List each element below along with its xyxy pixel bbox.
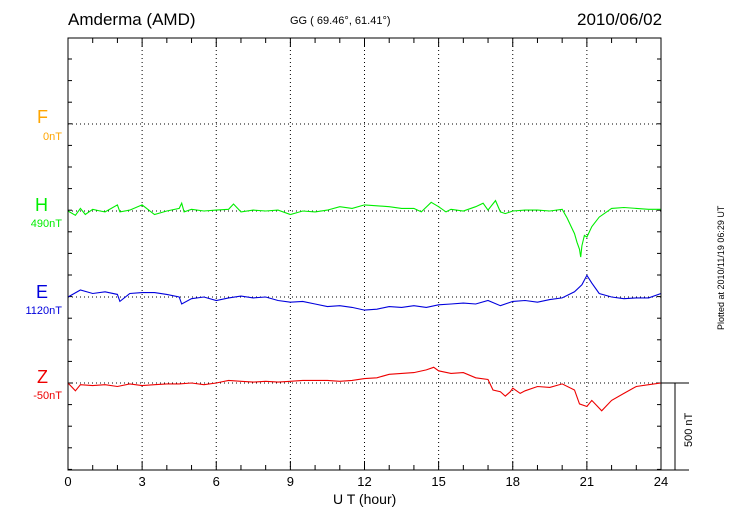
plot-frame (67, 37, 662, 471)
x-tick-label: 21 (580, 474, 594, 489)
series-label-e: E (35, 282, 48, 302)
series-line-h (67, 199, 661, 258)
date-label: 2010/06/02 (577, 10, 663, 29)
series-line-e (67, 274, 662, 311)
x-tick-label: 15 (431, 474, 445, 489)
x-tick-labels: 0 3 6 9 12 15 18 21 24 (64, 474, 668, 489)
series-label-f: F (37, 107, 48, 127)
baseline-label-h: 490nT (30, 218, 62, 230)
x-tick-label: 9 (287, 474, 294, 489)
baseline-label-z: -50nT (33, 390, 62, 402)
geographic-coordinates: GG ( 69.46°, 61.41°) (290, 15, 391, 27)
grid-lines (68, 38, 661, 470)
x-tick-label: 3 (139, 474, 146, 489)
x-axis-label: U T (hour) (333, 491, 397, 507)
series-line-z (67, 366, 662, 412)
minor-ticks (68, 38, 661, 470)
series-label-z: Z (37, 367, 48, 387)
baseline-label-e: 1120nT (25, 305, 63, 317)
x-tick-label: 24 (654, 474, 668, 489)
x-tick-label: 18 (506, 474, 520, 489)
x-tick-label: 0 (64, 474, 71, 489)
series-label-h: H (35, 195, 48, 215)
station-title: Amderma (AMD) (68, 10, 196, 29)
plotted-timestamp: Plotted at 2010/11/19 06:29 UT (716, 205, 726, 330)
scale-bar-label: 500 nT (683, 412, 695, 447)
series-lines (67, 199, 662, 412)
x-tick-label: 12 (357, 474, 371, 489)
baseline-label-f: 0nT (43, 131, 62, 143)
x-tick-label: 6 (213, 474, 220, 489)
